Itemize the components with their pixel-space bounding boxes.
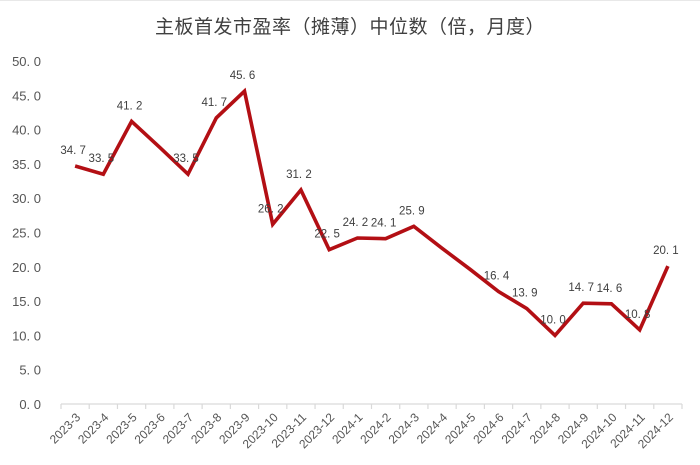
data-series — [74, 87, 670, 338]
y-tick-label: 15. 0 — [12, 294, 41, 309]
y-tick-label: 50. 0 — [12, 54, 41, 69]
x-axis: 2023-32023-42023-52023-62023-72023-82023… — [47, 403, 683, 451]
y-tick-label: 25. 0 — [12, 226, 41, 241]
data-point-label: 16. 4 — [484, 270, 510, 282]
x-tick-label: 2024-7 — [499, 410, 536, 447]
data-point-label: 22. 5 — [314, 229, 340, 241]
x-tick-label: 2024-1 — [329, 410, 366, 447]
x-tick-label: 2023-5 — [103, 410, 140, 447]
chart-title: 主板首发市盈率（摊薄）中位数（倍，月度） — [154, 16, 545, 38]
data-point-label: 45. 6 — [230, 70, 256, 82]
x-tick-label: 2024-8 — [527, 410, 564, 447]
data-point-label: 24. 2 — [343, 217, 369, 229]
x-tick-label: 2023-7 — [160, 410, 197, 447]
data-labels: 34. 733. 541. 233. 541. 745. 626. 231. 2… — [60, 70, 678, 326]
data-point-label: 31. 2 — [286, 169, 312, 181]
x-tick-label: 2023-6 — [132, 410, 169, 447]
data-point-label: 24. 1 — [371, 218, 397, 230]
x-tick-label: 2024-3 — [386, 410, 423, 447]
data-point-label: 14. 6 — [597, 283, 623, 295]
y-axis: 0. 0 5. 0 10. 0 15. 0 20. 0 25. 0 30. 0 35. 0 40… — [12, 54, 41, 412]
y-tick-label: 30. 0 — [12, 191, 41, 206]
data-point-label: 41. 7 — [201, 97, 227, 109]
x-tick-label: 2023-4 — [75, 410, 112, 447]
y-tick-label: 45. 0 — [12, 88, 41, 103]
data-point-label: 14. 7 — [568, 282, 594, 294]
x-tick-label: 2024-4 — [414, 410, 451, 447]
x-tick-label: 2024-2 — [357, 410, 394, 447]
data-point-label: 13. 9 — [512, 288, 538, 300]
x-tick-label: 2023-3 — [47, 410, 84, 447]
data-point-label: 10. 0 — [540, 314, 566, 326]
x-tick-label: 2024-6 — [470, 410, 507, 447]
y-tick-label: 40. 0 — [12, 123, 41, 138]
y-tick-label: 5. 0 — [19, 363, 41, 378]
x-tick-label: 2024-5 — [442, 410, 479, 447]
data-point-label: 33. 5 — [89, 153, 115, 165]
data-point-label: 26. 2 — [258, 203, 284, 215]
data-point-label: 20. 1 — [653, 245, 679, 257]
data-point-label: 34. 7 — [60, 145, 86, 157]
y-tick-label: 35. 0 — [12, 157, 41, 172]
data-point-label: 41. 2 — [117, 100, 143, 112]
data-point-label: 10. 8 — [625, 309, 651, 321]
y-tick-label: 0. 0 — [19, 397, 41, 412]
y-tick-label: 10. 0 — [12, 328, 41, 343]
data-point-label: 33. 5 — [173, 153, 199, 165]
data-point-label: 25. 9 — [399, 205, 425, 217]
y-tick-label: 20. 0 — [12, 260, 41, 275]
series-line — [74, 87, 670, 338]
x-tick-label: 2023-8 — [188, 410, 225, 447]
